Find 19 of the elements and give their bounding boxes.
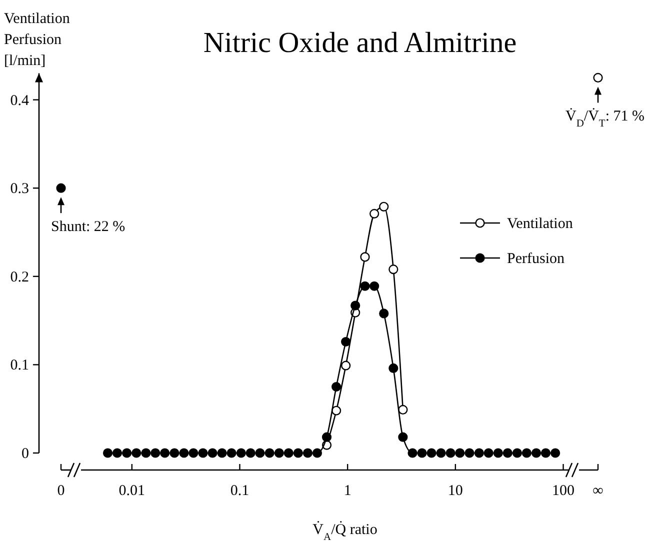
y-tick-label: 0.1: [10, 358, 29, 374]
annotation: Shunt: 22 %: [51, 219, 126, 236]
legend-label: Perfusion: [507, 251, 565, 267]
x-axis-title: V̇$_{A}$/Q̇ ratio: [312, 521, 378, 542]
chart-title: Nitric Oxide and Almitrine: [203, 27, 517, 59]
y-axis-title: Ventilation Perfusion [l/min]: [4, 11, 70, 69]
x-tick-label: 100: [552, 483, 575, 499]
y-tick-label: 0: [22, 446, 29, 462]
x-tick-label: 0: [57, 483, 65, 499]
y-tick-label: 0.3: [10, 181, 29, 198]
x-tick-label: ∞: [592, 483, 604, 499]
x-tick-label: 0.1: [230, 483, 250, 499]
legend-label: Ventilation: [507, 216, 574, 232]
annotation: V̇$_{D}$/V̇$_{T}$: 71 %: [565, 108, 645, 130]
x-tick-label: 0.01: [118, 483, 146, 499]
y-tick-label: 0.2: [10, 269, 29, 286]
x-tick-label: 10: [448, 483, 463, 499]
y-tick-label: 0.4: [10, 92, 30, 109]
x-tick-label: 1: [344, 483, 352, 499]
